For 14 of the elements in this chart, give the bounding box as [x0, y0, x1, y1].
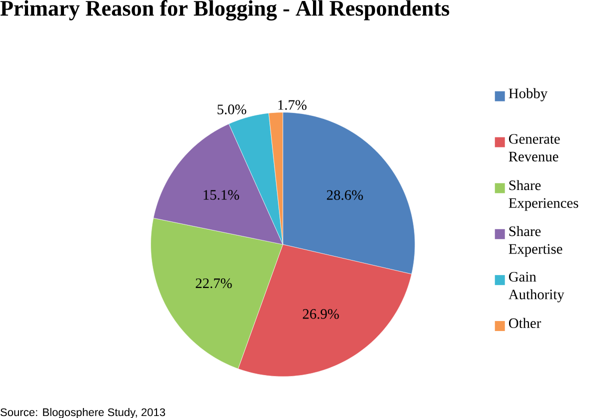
legend-label: Other — [509, 318, 542, 328]
legend-label: Share Expertise — [508, 226, 562, 257]
data-label: 1.7% — [278, 100, 307, 110]
legend-label: Generate Revenue — [508, 134, 560, 162]
data-label: 15.1% — [204, 190, 240, 200]
legend-label: Hobby — [508, 88, 548, 102]
legend-label: Share Experiences — [508, 180, 578, 211]
source-note: Source: Blogosphere Study, 2013 — [0, 408, 166, 418]
data-label: 28.6% — [326, 190, 363, 200]
legend-label: Gain Authority — [508, 272, 564, 302]
data-label: 26.9% — [302, 308, 339, 319]
data-label: 5.0% — [218, 104, 246, 114]
data-label: 22.7% — [196, 278, 232, 288]
chart-title: Primary Reason for Blogging - All Respondents — [0, 0, 450, 20]
